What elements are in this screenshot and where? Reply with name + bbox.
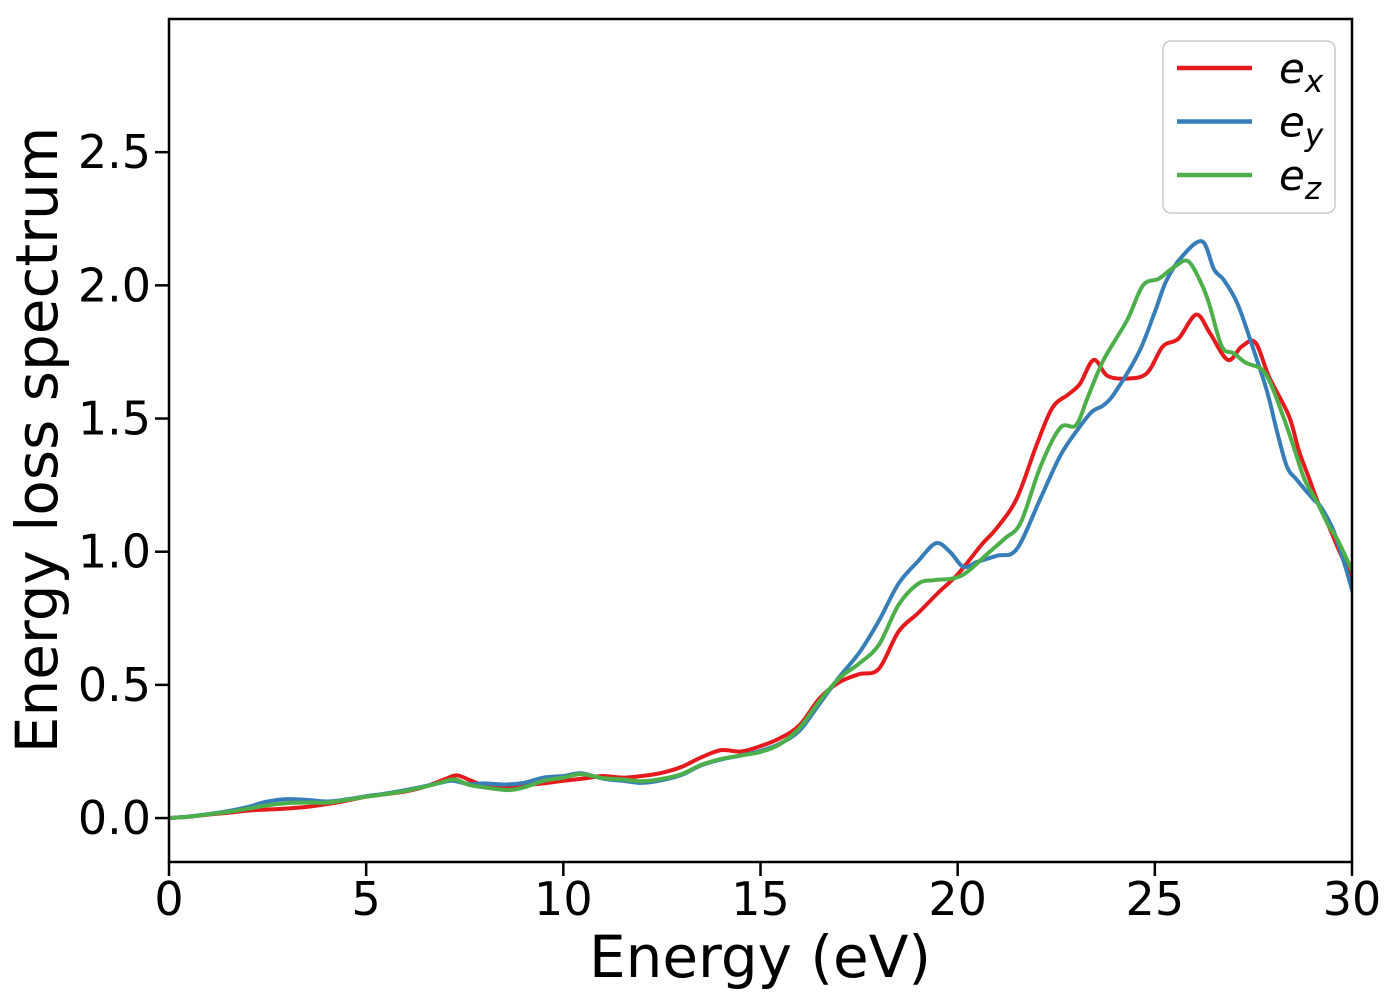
legend-label-ez: ez <box>1279 151 1322 207</box>
series-line-ey <box>169 239 1352 821</box>
y-tick-label: 2.0 <box>78 258 151 312</box>
y-tick-label: 1.5 <box>78 392 151 446</box>
x-tick-label: 20 <box>928 872 987 926</box>
y-tick-label: 2.5 <box>78 125 151 179</box>
legend-frame <box>1162 40 1336 214</box>
x-tick-label: 30 <box>1323 872 1382 926</box>
x-tick-label: 5 <box>352 872 381 926</box>
series-group <box>169 239 1352 821</box>
x-tick-label: 0 <box>154 872 183 926</box>
x-tick-label: 10 <box>534 872 593 926</box>
series-line-ez <box>169 258 1352 821</box>
x-tick-label: 15 <box>731 872 790 926</box>
x-tick-label: 25 <box>1126 872 1185 926</box>
y-tick-label: 0.5 <box>78 658 151 712</box>
y-tick-label: 0.0 <box>78 791 151 845</box>
series-line-ex <box>169 312 1352 821</box>
x-axis-title: Energy (eV) <box>589 923 931 991</box>
y-tick-label: 1.0 <box>78 525 151 579</box>
y-axis-title: Energy loss spectrum <box>3 127 71 753</box>
